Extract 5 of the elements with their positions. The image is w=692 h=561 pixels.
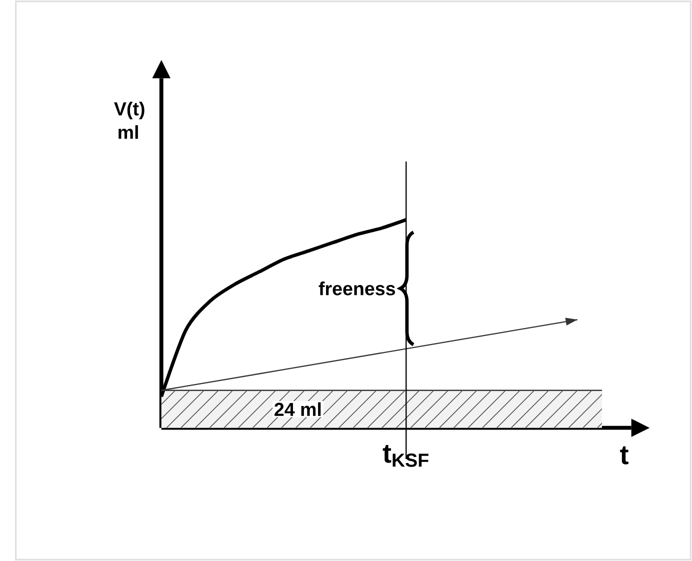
- y-axis-title: V(t) ml: [114, 102, 144, 139]
- text: t$_{KSF}$: [382, 444, 428, 467]
- band-label: 24 ml: [274, 402, 321, 416]
- annotation: freeness: [318, 282, 396, 296]
- x-axis-title: t: [620, 446, 628, 464]
